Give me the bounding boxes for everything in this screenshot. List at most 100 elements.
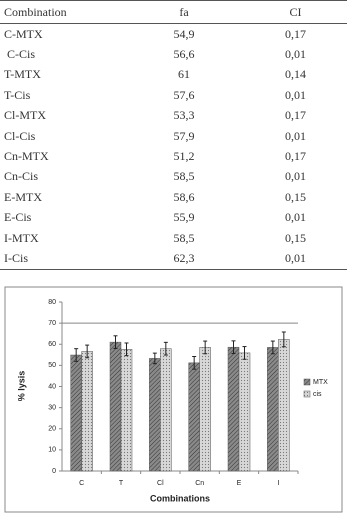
chart-frame <box>4 286 343 513</box>
bar <box>188 362 200 472</box>
bar <box>267 347 279 472</box>
table-cell: T-MTX <box>4 67 41 82</box>
table-cell: 51,2 <box>173 149 195 164</box>
bar <box>227 346 240 472</box>
y-axis-label: % lysis <box>16 371 26 402</box>
table-cell: 0,01 <box>285 47 306 62</box>
table-cell: E-MTX <box>4 189 42 204</box>
table-cell: Cl-MTX <box>4 108 46 123</box>
x-tick-label: E <box>237 480 242 487</box>
x-tick-label: Cl <box>157 480 164 487</box>
chart: % lysis Combinations 0 10 20 30 40 50 60 70 80 C T… <box>4 286 343 513</box>
y-tick-label: 10 <box>48 447 56 454</box>
table-cell: 55,9 <box>173 210 195 225</box>
error-bar <box>231 340 236 355</box>
bar <box>238 352 251 472</box>
bar <box>109 341 122 472</box>
table-cell: 58,5 <box>173 169 195 184</box>
table-row: I-Cis 62,3 0,01 <box>0 248 347 270</box>
table-cell: T-Cis <box>4 87 31 102</box>
table-cell: 0,15 <box>285 230 306 245</box>
error-bar <box>242 346 247 360</box>
table-cell: 54,9 <box>173 26 195 41</box>
column-header: CI <box>244 0 347 24</box>
bar <box>120 349 133 472</box>
table-row: Cn-Cis 58,5 0,01 <box>0 167 347 187</box>
y-tick-label: 80 <box>48 299 56 306</box>
bar <box>278 339 290 472</box>
error-bar <box>74 348 79 362</box>
table-cell: 62,3 <box>124 248 244 270</box>
table-cell: 0,01 <box>285 128 306 143</box>
y-tick-label: 60 <box>48 341 56 348</box>
table-row: Cl-Cis 57,9 0,01 <box>0 126 347 146</box>
table-row: C-Cis 56,6 0,01 <box>0 44 347 64</box>
table-row: Cn-MTX 51,2 0,17 <box>0 146 347 166</box>
table-row: T-MTX 61 0,14 <box>0 65 347 85</box>
table-header: Combination fa CI <box>0 0 347 24</box>
legend-swatch <box>303 390 311 398</box>
table-cell: 0,17 <box>285 149 306 164</box>
error-bar <box>163 341 168 356</box>
table-cell: E-Cis <box>4 210 32 225</box>
x-tick-label: T <box>119 480 124 487</box>
column-header: Combination <box>0 0 124 24</box>
data-table: Combination fa CI C-MTX 54,9 0,17 C-Cis 56,6 0,… <box>0 0 347 270</box>
table-cell: Cn-MTX <box>4 149 49 164</box>
y-tick-label: 70 <box>48 320 56 327</box>
column-header: fa <box>124 0 244 24</box>
table-cell: Cl-Cis <box>4 128 36 143</box>
bar <box>149 358 161 472</box>
table-cell: 0,17 <box>285 26 306 41</box>
table-cell: 57,9 <box>173 128 195 143</box>
y-tick-label: 40 <box>48 383 56 390</box>
legend-swatch <box>303 378 311 386</box>
y-tick-label: 20 <box>48 426 56 433</box>
table-row: T-Cis 57,6 0,01 <box>0 85 347 105</box>
bar <box>81 351 93 472</box>
table-cell: C-MTX <box>4 26 43 41</box>
table-cell: 57,6 <box>173 87 195 102</box>
table-cell: 0,01 <box>285 210 306 225</box>
error-bar <box>203 340 208 355</box>
legend-label: MTX <box>313 379 328 386</box>
table-cell: 61 <box>178 67 190 82</box>
y-tick-label: 50 <box>48 362 56 369</box>
error-bar <box>85 344 90 359</box>
table-cell: 56,6 <box>173 47 195 62</box>
x-tick-label: Cn <box>195 480 204 487</box>
error-bar <box>124 342 129 357</box>
bar <box>160 348 172 472</box>
error-bar <box>113 335 118 349</box>
table-cell: 0,01 <box>285 169 306 184</box>
table-cell: I-MTX <box>4 230 39 245</box>
x-axis-label: Combinations <box>150 493 210 503</box>
error-bar <box>192 356 197 370</box>
table-cell: 0,15 <box>285 189 306 204</box>
error-bar <box>270 340 275 355</box>
bar <box>199 347 211 472</box>
error-bar <box>152 352 157 365</box>
legend-label: cis <box>313 391 322 398</box>
y-tick-label: 0 <box>52 468 56 475</box>
table-cell: 58,5 <box>173 230 195 245</box>
table-cell: 0,14 <box>285 67 306 82</box>
error-bar <box>281 331 286 348</box>
table-row: Cl-MTX 53,3 0,17 <box>0 106 347 126</box>
table-cell: 0,01 <box>244 248 347 270</box>
table-row: E-Cis 55,9 0,01 <box>0 208 347 228</box>
table-cell: 0,17 <box>285 108 306 123</box>
x-tick-label: I <box>277 480 279 487</box>
table-cell: 58,6 <box>173 189 195 204</box>
table-cell: Cn-Cis <box>4 169 39 184</box>
y-tick-label: 30 <box>48 404 56 411</box>
table-cell: 0,01 <box>285 87 306 102</box>
table-row: I-MTX 58,5 0,15 <box>0 228 347 248</box>
table-row: E-MTX 58,6 0,15 <box>0 187 347 207</box>
x-tick-label: C <box>79 480 84 487</box>
bar <box>70 354 82 472</box>
table-cell: C-Cis <box>4 47 36 62</box>
table-row: C-MTX 54,9 0,17 <box>0 24 347 45</box>
table-cell: 53,3 <box>173 108 195 123</box>
